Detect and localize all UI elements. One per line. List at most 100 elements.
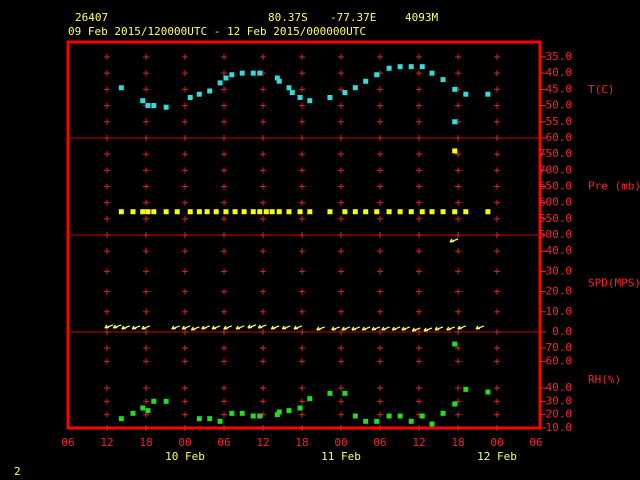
wind-arrow [211,325,221,330]
wind-arrow [341,326,351,331]
point [327,94,333,100]
x-tick-label: 00 [178,436,191,449]
point [196,416,202,422]
point [352,85,358,91]
point [452,401,458,407]
y-tick-label: 700.0 [539,163,572,176]
point [187,94,193,100]
point [140,405,146,411]
point [297,94,303,100]
point [229,72,235,78]
point [239,410,245,416]
point [397,64,403,70]
page-number: 2 [14,465,21,478]
point [140,209,146,215]
wind-arrow [434,326,444,331]
point [327,390,333,396]
point [374,209,380,215]
x-tick-label: 18 [139,436,152,449]
y-tick-label: 750.0 [539,147,572,160]
panel-label: T(C) [588,83,615,96]
y-tick-label: -40.0 [539,66,572,79]
point [286,85,292,91]
elevation: 4093M [405,11,438,24]
point [274,75,280,81]
point [397,209,403,215]
wind-arrow [171,325,181,330]
wind-arrow [104,324,114,329]
y-tick-label: 30.0 [546,394,573,407]
point [463,386,469,392]
point [374,418,380,424]
wind-arrow [270,325,280,330]
wind-arrow [235,325,245,330]
point [163,398,169,404]
y-tick-label: 10.0 [546,305,573,318]
wind-arrow [121,325,130,330]
point [429,421,435,427]
point [145,209,151,215]
point [130,410,136,416]
wind-arrow [112,324,122,329]
wind-arrow [371,326,381,331]
y-tick-label: 40.0 [546,381,573,394]
point [327,209,333,215]
wind-arrow [281,325,291,330]
point [307,98,313,104]
point [213,209,219,215]
y-tick-label: 650.0 [539,180,572,193]
point [130,209,136,215]
point [274,412,280,418]
point [276,78,282,84]
point [174,209,180,215]
point [408,209,414,215]
y-tick-label: -35.0 [539,50,572,63]
y-tick-label: -55.0 [539,115,572,128]
point [229,410,235,416]
point [408,418,414,424]
point [440,410,446,416]
point [374,72,380,78]
y-tick-label: -50.0 [539,99,572,112]
point [151,398,157,404]
wind-arrow [257,324,267,329]
x-tick-label: 12 [256,436,269,449]
x-tick-label: 00 [490,436,503,449]
y-tick-label: 500.0 [539,228,572,241]
point [419,413,425,419]
point [207,88,213,94]
point [363,78,369,84]
point [151,103,157,109]
period: 09 Feb 2015/120000UTC - 12 Feb 2015/0000… [68,25,366,38]
date-label: 10 Feb [165,450,205,463]
point [286,408,292,414]
y-tick-label: 30.0 [546,264,573,277]
x-tick-label: 12 [412,436,425,449]
point [196,209,202,215]
y-tick-label: 20.0 [546,408,573,421]
panel-label: Pre (mb) [588,180,640,193]
y-tick-label: 40.0 [546,244,573,257]
wind-arrow [446,326,455,331]
point [307,396,313,402]
wind-arrow [423,327,433,332]
wind-arrow [293,325,303,330]
y-tick-label: -60.0 [539,131,572,144]
point [276,209,282,215]
wind-arrow [201,325,210,330]
y-tick-label: 70.0 [546,341,573,354]
point [463,91,469,97]
point [297,209,303,215]
panel-label: SPD(MPS) [588,277,640,290]
x-tick-label: 06 [217,436,230,449]
x-tick-label: 18 [451,436,464,449]
latitude: 80.37S [268,11,308,24]
point [163,104,169,110]
x-tick-label: 18 [295,436,308,449]
point [429,70,435,76]
y-tick-label: 60.0 [546,354,573,367]
wind-arrow [331,326,340,331]
date-label: 12 Feb [477,450,517,463]
point [250,413,256,419]
